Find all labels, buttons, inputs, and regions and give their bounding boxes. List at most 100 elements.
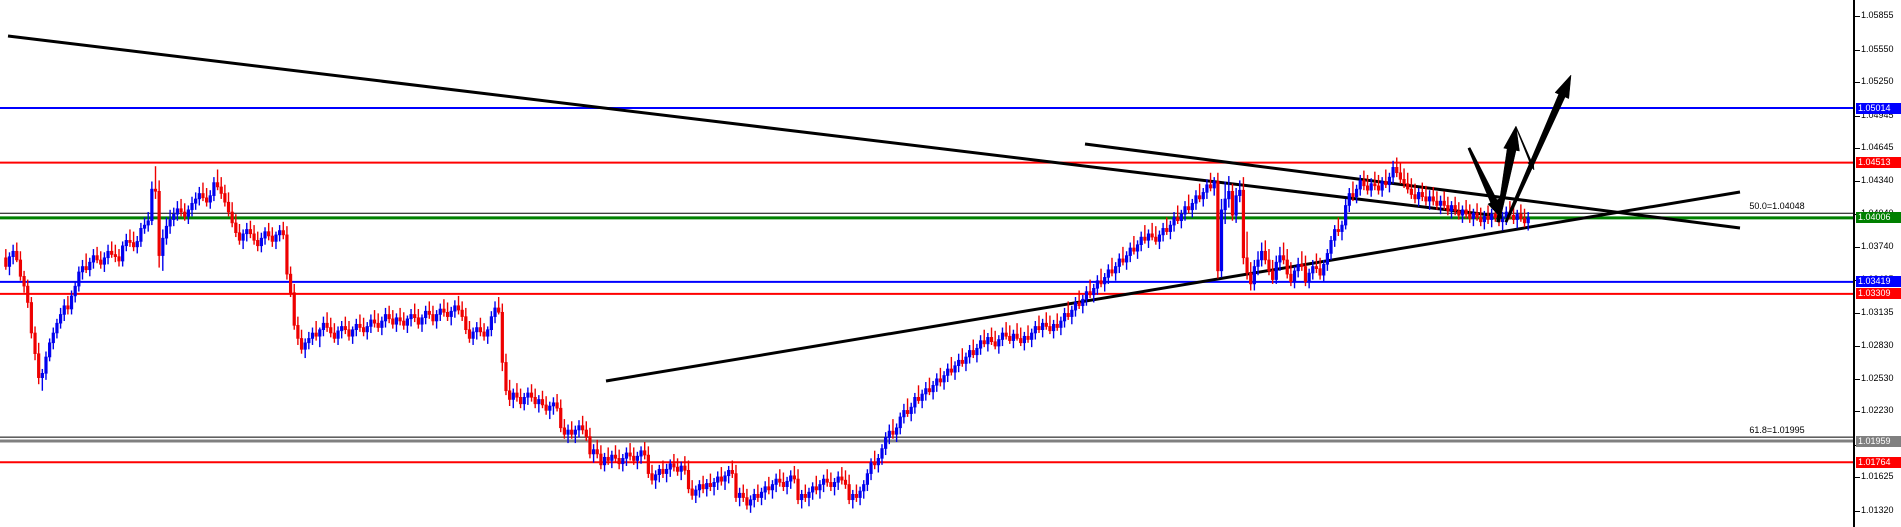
candle-body <box>887 430 891 438</box>
trendline-descending-minor[interactable] <box>1084 142 1741 230</box>
candle-body <box>336 330 340 339</box>
candlestick <box>1190 198 1194 218</box>
candle-body <box>635 455 639 461</box>
trendline-ascending-support[interactable] <box>605 190 1741 383</box>
candlestick <box>164 217 169 245</box>
candle-body <box>1114 266 1118 274</box>
candle-body <box>128 240 132 243</box>
candle-body <box>997 339 1001 347</box>
candlestick <box>628 443 632 461</box>
candlestick <box>1475 203 1479 221</box>
candlestick <box>263 227 267 245</box>
price-tag-fib-gray[interactable]: 1.01959 <box>1856 435 1901 447</box>
candle-body <box>738 492 742 498</box>
arrow-up-large-target[interactable] <box>1504 74 1572 223</box>
candle-body <box>394 317 399 325</box>
candle-body <box>7 256 12 267</box>
axis-price-label: 1.04645 <box>1861 142 1894 153</box>
candle-body <box>1252 266 1256 285</box>
candle-body <box>1333 229 1337 241</box>
price-tag-support-blue[interactable]: 1.03419 <box>1856 276 1901 288</box>
axis-tick-mark <box>1855 346 1860 348</box>
candlestick <box>1336 217 1340 236</box>
price-tag-resistance-red[interactable]: 1.04513 <box>1856 157 1901 169</box>
candlestick <box>1256 251 1260 276</box>
candle-body <box>646 454 650 474</box>
candle-body <box>909 406 913 414</box>
axis-tick-mark <box>1855 115 1860 117</box>
candlestick <box>442 299 446 317</box>
candle-body <box>124 240 128 247</box>
candlestick <box>44 351 48 380</box>
candle-body <box>971 350 975 356</box>
candle-body <box>194 198 198 204</box>
candle-body <box>223 193 227 203</box>
candle-body <box>1314 266 1319 269</box>
candle-body <box>1055 323 1059 328</box>
candlestick <box>526 387 530 405</box>
candlestick <box>150 181 154 226</box>
arrow-down-projection[interactable] <box>1467 147 1503 220</box>
candle-body <box>442 308 446 313</box>
candle-body <box>716 476 720 483</box>
candlestick <box>697 480 702 498</box>
candle-body <box>807 491 811 498</box>
candlestick <box>639 446 643 464</box>
candlestick <box>752 488 756 508</box>
candle-body <box>51 332 55 344</box>
candle-body <box>73 285 77 297</box>
candlestick <box>420 314 424 332</box>
candle-body <box>1026 335 1030 340</box>
candle-body <box>376 322 380 328</box>
candlestick <box>650 464 654 485</box>
candlestick <box>1387 172 1392 193</box>
candlestick <box>1143 225 1147 244</box>
candle-body <box>1344 205 1348 226</box>
candle-body <box>1362 180 1366 187</box>
price-tag-resistance-upper[interactable]: 1.05014 <box>1856 102 1901 114</box>
candlestick <box>1132 235 1136 255</box>
price-tag-support-red-lower[interactable]: 1.01764 <box>1856 456 1901 468</box>
candlestick <box>110 241 114 258</box>
price-axis[interactable]: 1.05855 1.05550 1.05250 1.04945 1.04645 1.043… <box>1853 0 1901 527</box>
candlestick <box>168 209 172 234</box>
candlestick <box>989 327 994 345</box>
candlestick <box>4 249 8 270</box>
candlestick <box>942 371 946 390</box>
fib-label-50: 50.0=1.04048 <box>1749 201 1805 212</box>
candle-body <box>307 338 311 344</box>
candle-body <box>1413 194 1417 200</box>
candlestick <box>1165 217 1169 235</box>
candlestick <box>51 327 55 350</box>
candle-body <box>150 188 154 222</box>
trendline-descending-major[interactable] <box>7 34 1491 217</box>
price-tag-pivot-green[interactable]: 1.04006 <box>1856 212 1901 224</box>
axis-price-label: 1.02530 <box>1861 372 1894 383</box>
candlestick <box>1274 255 1278 284</box>
candlestick <box>712 477 716 496</box>
chart-plot-area[interactable]: 50.0=1.04048 61.8=1.01995 <box>0 0 1853 527</box>
candlestick <box>1314 253 1319 274</box>
candle-body <box>278 230 282 236</box>
candle-body <box>1322 264 1326 276</box>
candle-body <box>1059 320 1063 328</box>
candle-body <box>748 499 753 506</box>
candle-body <box>1135 244 1140 252</box>
candle-body <box>1066 313 1070 317</box>
candlestick <box>1479 207 1483 227</box>
candlestick <box>285 226 289 280</box>
candlestick <box>778 469 782 487</box>
axis-tick-mark <box>1855 246 1860 248</box>
candlestick <box>91 249 96 269</box>
candlestick <box>1070 305 1074 325</box>
candle-body <box>1453 205 1457 212</box>
candlestick <box>1059 316 1063 336</box>
candle-body <box>475 327 479 333</box>
candle-body <box>497 307 501 313</box>
price-tag-support-red[interactable]: 1.03309 <box>1856 288 1901 300</box>
candlestick <box>1008 325 1012 344</box>
arrow-up-thick-projection[interactable] <box>1496 125 1520 223</box>
candle-body <box>913 396 917 408</box>
candle-body <box>186 209 190 217</box>
candle-body <box>55 322 59 334</box>
